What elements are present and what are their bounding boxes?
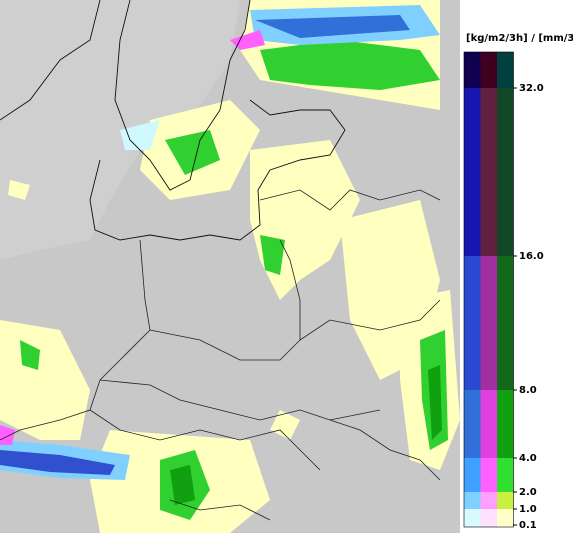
legend-label: 32.0 bbox=[519, 83, 544, 94]
color-band bbox=[464, 509, 481, 527]
legend-label: 1.0 bbox=[519, 504, 537, 515]
legend-label: 2.0 bbox=[519, 487, 537, 498]
legend-label: 8.0 bbox=[519, 385, 537, 396]
map bbox=[0, 0, 460, 533]
color-band bbox=[497, 509, 514, 527]
color-band bbox=[480, 492, 497, 509]
legend-label: 0.1 bbox=[519, 520, 537, 531]
color-band bbox=[480, 458, 497, 492]
color-band bbox=[464, 492, 481, 509]
legend-label: 4.0 bbox=[519, 453, 537, 464]
color-band bbox=[480, 52, 497, 88]
borders bbox=[0, 0, 441, 521]
legend-labels: 32.0 16.0 8.0 4.0 2.0 1.0 0.1 bbox=[513, 83, 544, 531]
color-band bbox=[497, 52, 514, 88]
color-band bbox=[480, 256, 497, 390]
color-band bbox=[497, 492, 514, 509]
color-band bbox=[464, 52, 481, 88]
legend: [kg/m2/3h] / [mm/3h] 32.0 16.0 8.0 4.0 2.0 1.… bbox=[460, 0, 573, 533]
color-bar bbox=[463, 51, 514, 528]
color-band bbox=[464, 88, 481, 256]
color-band bbox=[497, 458, 514, 492]
color-band bbox=[464, 390, 481, 458]
moderate-precip bbox=[20, 40, 448, 520]
color-band bbox=[480, 88, 497, 256]
snow-bands bbox=[0, 5, 440, 480]
color-bar-frame bbox=[463, 51, 514, 528]
color-band bbox=[497, 256, 514, 390]
color-band bbox=[497, 390, 514, 458]
legend-label: 16.0 bbox=[519, 251, 544, 262]
heavy-precip bbox=[170, 365, 442, 505]
color-band bbox=[497, 88, 514, 256]
color-band bbox=[480, 390, 497, 458]
legend-title: [kg/m2/3h] / [mm/3h] bbox=[466, 33, 573, 44]
color-band bbox=[464, 458, 481, 492]
color-band bbox=[480, 509, 497, 527]
color-band bbox=[464, 256, 481, 390]
